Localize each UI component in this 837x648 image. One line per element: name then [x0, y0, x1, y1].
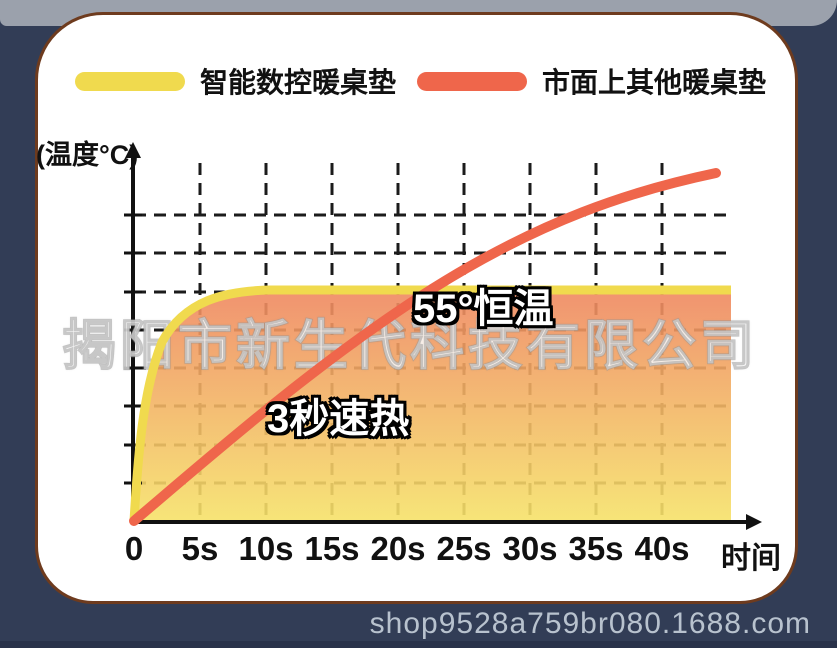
x-tick-label: 20s — [370, 530, 426, 567]
x-tick-label: 25s — [436, 530, 492, 567]
bottom-dark-strip — [0, 641, 837, 648]
x-tick-label: 10s — [238, 530, 294, 567]
annotation-constant-temp: 55°恒温 — [413, 287, 554, 331]
x-tick-label: 40s — [634, 530, 690, 567]
legend-swatch-yellow — [75, 71, 185, 91]
legend-label-other-pads: 市面上其他暖桌垫 — [542, 67, 767, 98]
legend-item-other-pads: 市面上其他暖桌垫 — [417, 61, 766, 101]
legend-label-smart-pad: 智能数控暖桌垫 — [200, 67, 397, 98]
annotation-fast-heat: 3秒速热 — [267, 397, 410, 441]
x-axis-label: 时间 — [721, 542, 781, 575]
legend-swatch-red — [417, 71, 527, 91]
y-axis-label: (温度°C) — [36, 140, 139, 170]
heated-area-fill — [134, 290, 731, 521]
x-tick-label: 0 — [124, 530, 144, 567]
x-tick-label: 5s — [181, 530, 219, 567]
x-axis-arrow-icon — [746, 514, 762, 530]
series-smart-pad-curve — [129, 285, 731, 522]
x-tick-label: 30s — [502, 530, 558, 567]
x-tick-label: 15s — [304, 530, 360, 567]
x-tick-label: 35s — [568, 530, 624, 567]
legend-item-smart-pad: 智能数控暖桌垫 — [75, 61, 396, 101]
footer-shop-url: shop9528a759br080.1688.com — [369, 607, 811, 640]
series-other-pads-curve — [129, 168, 721, 526]
y-axis-arrow-icon — [125, 142, 141, 158]
